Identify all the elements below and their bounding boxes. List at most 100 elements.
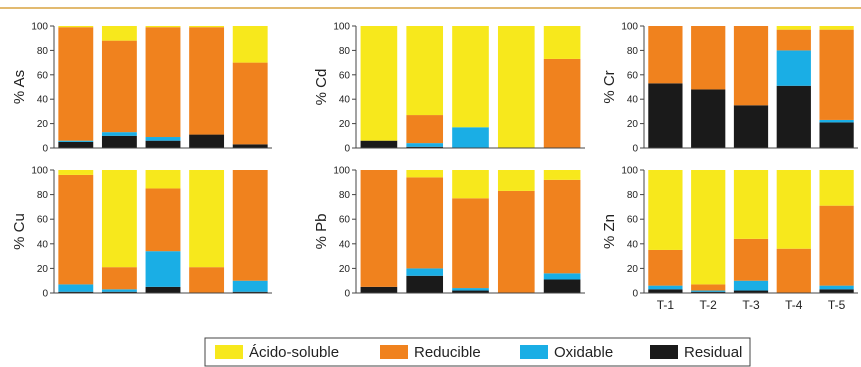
bar-segment [189, 26, 225, 28]
bar-segment [691, 291, 726, 293]
x-tick-label: T-1 [657, 298, 675, 312]
bar-segment [406, 268, 444, 276]
bar-segment [452, 290, 489, 293]
bar-segment [360, 170, 398, 287]
bar-segment [406, 143, 444, 147]
y-tick-label: 40 [627, 95, 639, 106]
x-tick-label: T-3 [742, 298, 760, 312]
bar-segment [101, 26, 137, 41]
bar-segment [776, 248, 811, 293]
bar-segment [452, 170, 489, 199]
bar-segment [648, 170, 683, 250]
y-tick-label: 60 [37, 70, 49, 81]
bar-segment [58, 284, 94, 292]
y-tick-label: 20 [37, 264, 49, 275]
y-tick-label: 40 [37, 95, 49, 106]
bar-segment [101, 132, 137, 136]
bar-segment [452, 288, 489, 291]
y-tick-label: 40 [339, 95, 351, 106]
bar-segment [232, 62, 268, 145]
y-tick-label: 0 [344, 144, 350, 155]
bar-segment [819, 285, 854, 290]
legend-label: Reducible [414, 344, 481, 361]
bar-segment [145, 251, 181, 287]
y-tick-label: 60 [339, 70, 351, 81]
y-tick-label: 0 [42, 289, 48, 300]
bar-segment [101, 170, 137, 268]
bar-segment [648, 289, 683, 293]
y-tick-label: 20 [627, 264, 639, 275]
y-tick-label: 20 [627, 119, 639, 130]
y-tick-label: 80 [627, 46, 639, 57]
bar-segment [648, 83, 683, 148]
y-axis-label: % As [11, 70, 28, 104]
bar-segment [58, 170, 94, 175]
bar-segment [145, 140, 181, 148]
bar-segment [776, 170, 811, 249]
y-tick-label: 80 [339, 190, 351, 201]
y-tick-label: 0 [42, 144, 48, 155]
bar-segment [543, 279, 581, 293]
bar-segment [189, 134, 225, 148]
bar-segment [691, 89, 726, 148]
bar-segment [101, 267, 137, 290]
bar-segment [648, 249, 683, 286]
y-tick-label: 20 [37, 119, 49, 130]
bar-segment [733, 170, 769, 239]
y-tick-label: 20 [339, 119, 351, 130]
bar-segment [733, 105, 769, 148]
bar-segment [101, 291, 137, 293]
bar-segment [58, 291, 94, 293]
bar-segment [406, 177, 444, 269]
bar-segment [819, 26, 854, 30]
bar-segment [776, 26, 811, 30]
y-tick-label: 60 [37, 215, 49, 226]
bar-segment [145, 27, 181, 138]
y-axis-label: % Cr [601, 70, 618, 103]
y-tick-label: 100 [31, 22, 48, 33]
legend-swatch [650, 345, 678, 359]
legend-swatch [380, 345, 408, 359]
bar-segment [232, 291, 268, 293]
bar-segment [819, 289, 854, 293]
bar-segment [101, 135, 137, 148]
x-tick-label: T-4 [785, 298, 803, 312]
bar-segment [232, 26, 268, 63]
legend-swatch [520, 345, 548, 359]
bar-segment [406, 170, 444, 178]
bar-segment [189, 27, 225, 135]
bar-segment [406, 275, 444, 293]
y-tick-label: 20 [339, 264, 351, 275]
bar-segment [145, 170, 181, 189]
x-tick-label: T-2 [700, 298, 718, 312]
bar-segment [691, 290, 726, 292]
y-tick-label: 80 [339, 46, 351, 57]
bar-segment [733, 280, 769, 291]
bar-segment [733, 238, 769, 281]
bar-segment [776, 85, 811, 148]
x-tick-label: T-5 [828, 298, 846, 312]
bar-segment [360, 140, 398, 148]
legend-label: Ácido-soluble [249, 344, 339, 361]
bar-segment [406, 115, 444, 144]
bar-segment [58, 26, 94, 28]
bar-segment [543, 58, 581, 148]
bar-segment [406, 146, 444, 148]
bar-segment [543, 26, 581, 59]
bar-segment [452, 198, 489, 289]
bar-segment [145, 188, 181, 252]
bar-segment [58, 141, 94, 148]
y-tick-label: 60 [627, 215, 639, 226]
y-tick-label: 100 [31, 166, 48, 177]
bar-segment [543, 273, 581, 280]
y-tick-label: 0 [344, 289, 350, 300]
y-axis-label: % Cu [11, 213, 28, 250]
y-tick-label: 60 [339, 215, 351, 226]
bar-segment [543, 179, 581, 274]
bar-segment [691, 284, 726, 291]
y-tick-label: 80 [37, 190, 49, 201]
bar-segment [101, 289, 137, 292]
bar-segment [232, 170, 268, 281]
y-tick-label: 100 [621, 166, 638, 177]
